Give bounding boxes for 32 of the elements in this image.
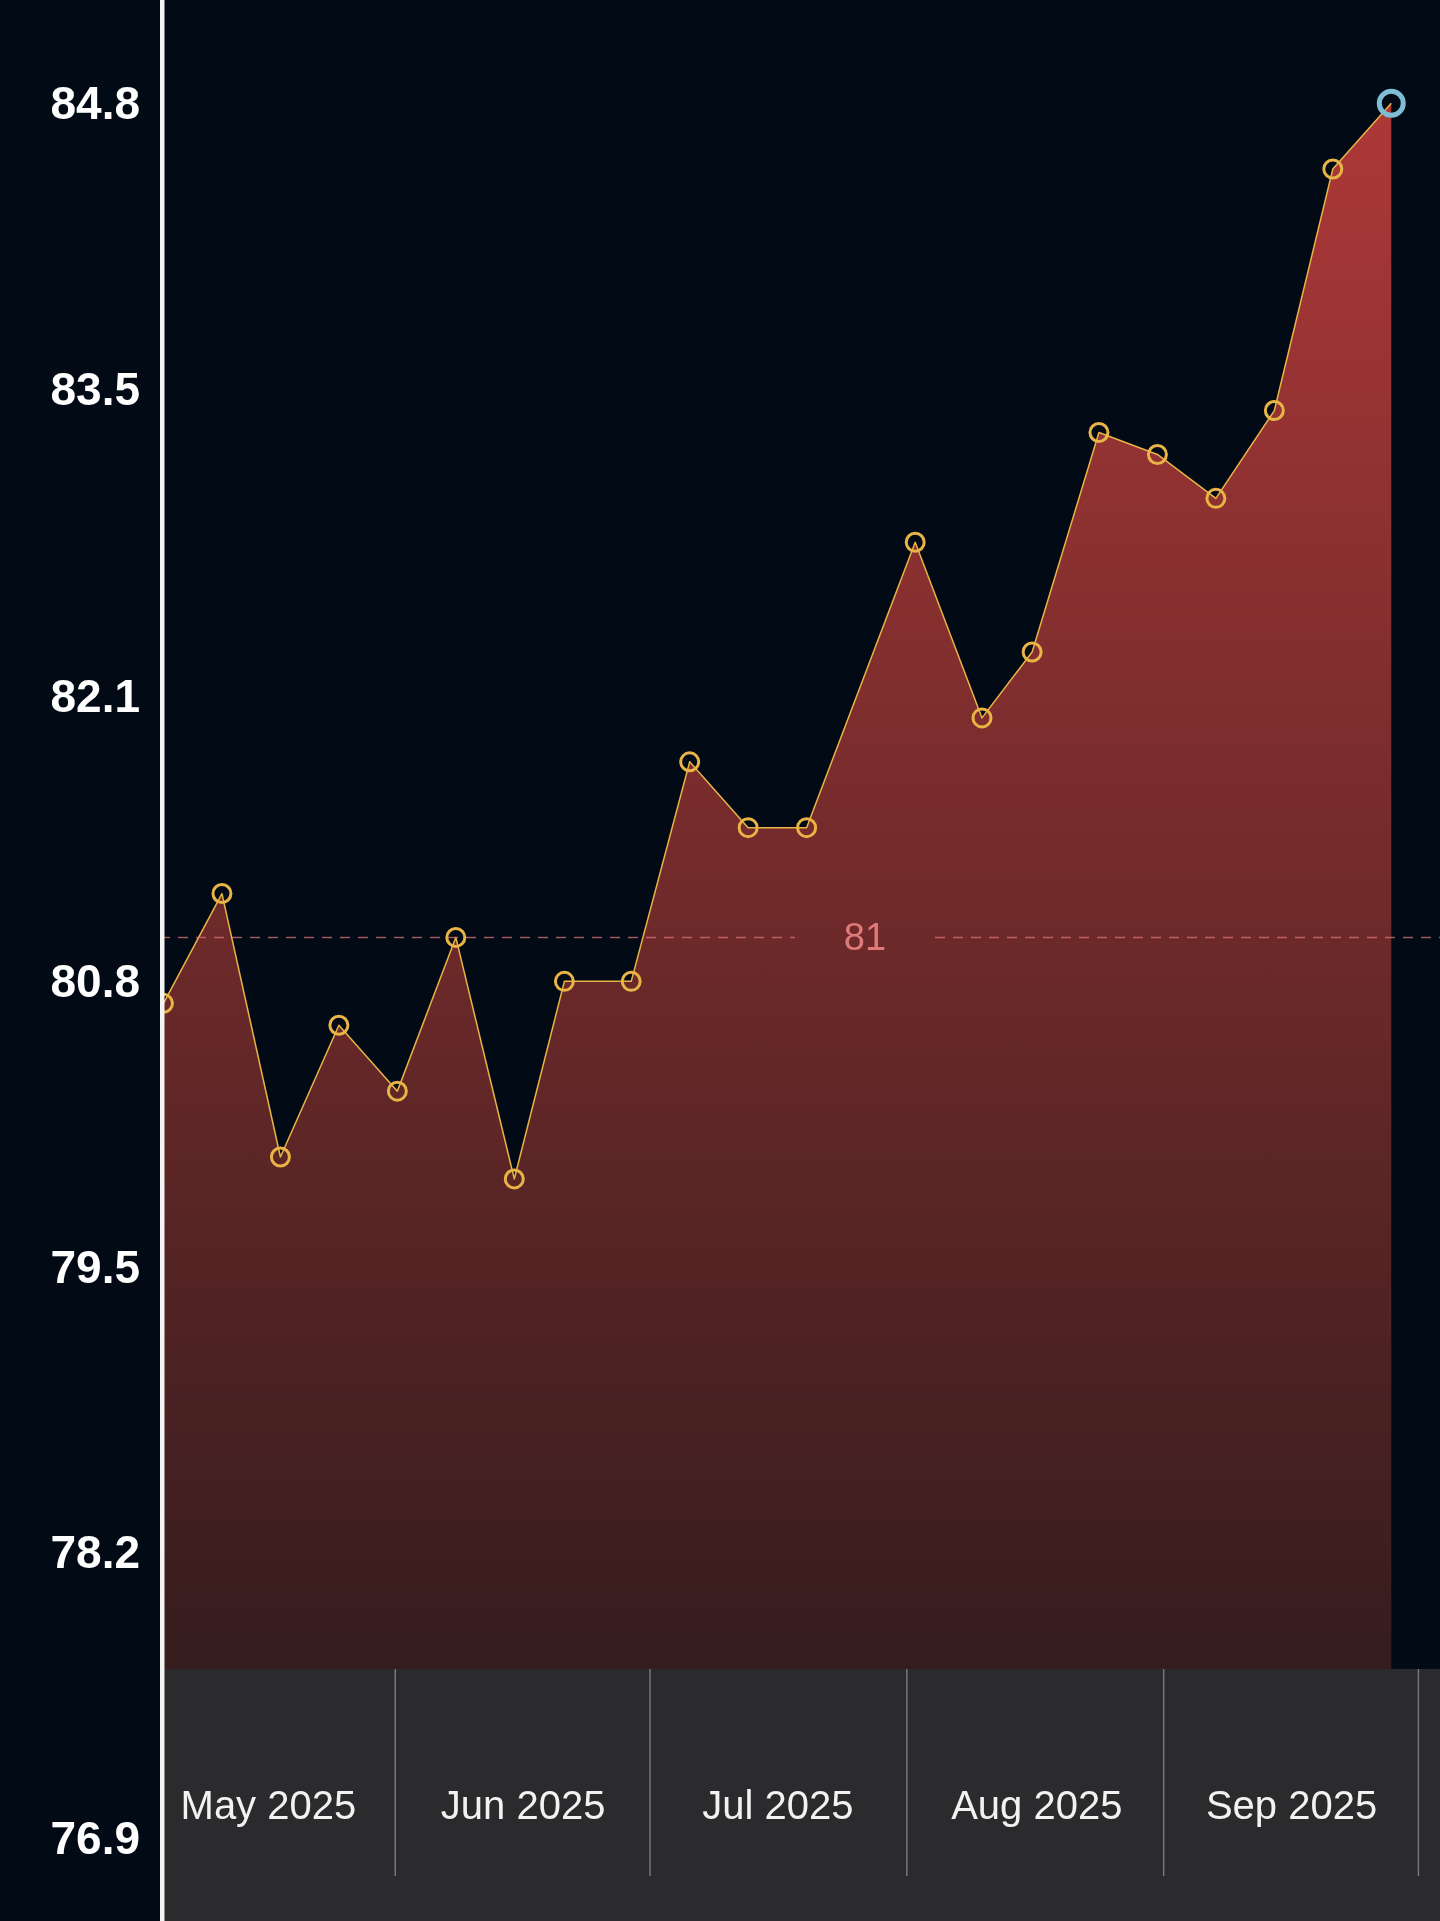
point	[971, 707, 993, 729]
y-tick-label: 76.9	[50, 1811, 140, 1864]
x-tick-label: Sep 2025	[1205, 1783, 1378, 1828]
point	[796, 817, 818, 839]
point	[503, 1168, 525, 1190]
y-tick-label: 83.5	[50, 362, 140, 415]
point	[1205, 487, 1227, 509]
point	[904, 531, 926, 553]
x-tick-label: Jul 2025	[702, 1783, 854, 1828]
point	[211, 883, 233, 905]
point	[386, 1080, 408, 1102]
point	[1263, 400, 1285, 422]
point	[1146, 443, 1168, 465]
y-tick-label: 84.8	[50, 77, 140, 130]
point	[737, 817, 759, 839]
x-tick-label: Jun 2025	[440, 1783, 606, 1828]
y-tick-label: 82.1	[50, 669, 140, 722]
x-tick-label: May 2025	[180, 1783, 357, 1828]
point	[445, 926, 467, 948]
point	[328, 1014, 350, 1036]
point	[679, 751, 701, 773]
point	[1088, 422, 1110, 443]
y-tick-label: 78.2	[50, 1526, 140, 1579]
y-tick-label: 80.8	[50, 955, 140, 1008]
point	[1021, 641, 1043, 663]
point	[553, 970, 575, 992]
x-tick-label: Aug 2025	[951, 1783, 1123, 1828]
y-tick-label: 79.5	[50, 1240, 140, 1293]
point	[620, 970, 642, 992]
point	[269, 1146, 291, 1168]
ref-line-label: 81	[843, 916, 887, 959]
point	[1322, 158, 1344, 180]
